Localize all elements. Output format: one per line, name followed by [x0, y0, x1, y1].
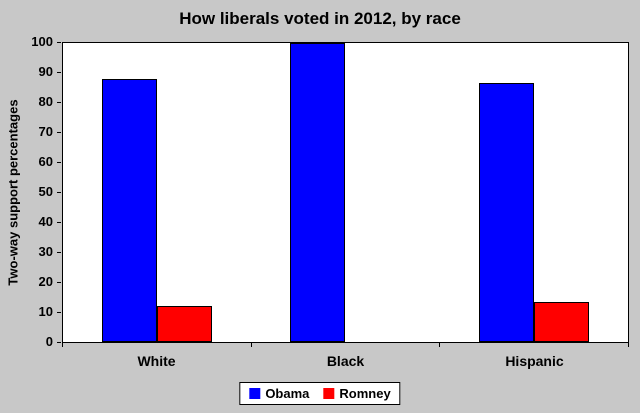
- y-tick-label: 50: [38, 184, 53, 199]
- y-tick-label: 0: [45, 334, 53, 349]
- y-tick-label: 10: [38, 304, 53, 319]
- y-tick-mark: [57, 222, 61, 223]
- x-tick-mark: [251, 343, 252, 347]
- bar-romney-white: [157, 306, 213, 342]
- legend-swatch-obama: [249, 388, 261, 399]
- x-label-hispanic: Hispanic: [505, 353, 564, 369]
- bar-obama-black: [290, 43, 346, 342]
- x-tick-mark: [628, 343, 629, 347]
- bar-group-black: [251, 43, 439, 342]
- y-tick-mark: [57, 162, 61, 163]
- x-label-black: Black: [326, 353, 365, 369]
- y-tick-mark: [57, 252, 61, 253]
- y-tick-label: 20: [38, 274, 53, 289]
- bar-group-hispanic: [440, 43, 628, 342]
- x-tick-mark: [439, 343, 440, 347]
- y-tick-mark: [57, 42, 61, 43]
- x-tick-mark: [62, 343, 63, 347]
- y-tick-label: 30: [38, 244, 53, 259]
- bar-group-white: [63, 43, 251, 342]
- plot-area: [62, 42, 629, 343]
- legend-item-obama: Obama: [249, 386, 309, 401]
- y-tick-mark: [57, 72, 61, 73]
- bar-romney-hispanic: [533, 301, 589, 342]
- y-tick-mark: [57, 132, 61, 133]
- y-tick-label: 90: [38, 64, 53, 79]
- legend-item-romney: Romney: [323, 386, 391, 401]
- legend-label-romney: Romney: [339, 386, 391, 401]
- legend-swatch-romney: [323, 388, 335, 399]
- x-label-white: White: [137, 353, 176, 369]
- legend: Obama Romney: [239, 382, 401, 405]
- y-tick-mark: [57, 312, 61, 313]
- legend-label-obama: Obama: [265, 386, 310, 401]
- y-tick-label: 100: [31, 34, 53, 49]
- y-tick-label: 60: [38, 154, 53, 169]
- y-tick-mark: [57, 342, 61, 343]
- y-tick-mark: [57, 282, 61, 283]
- chart-title: How liberals voted in 2012, by race: [179, 9, 461, 28]
- y-tick-label: 70: [38, 124, 53, 139]
- y-tick-mark: [57, 102, 61, 103]
- bar-obama-white: [102, 78, 158, 342]
- y-tick-label: 80: [38, 94, 53, 109]
- bar-obama-hispanic: [478, 83, 534, 342]
- y-tick-label: 40: [38, 214, 53, 229]
- x-axis-labels: White Black Hispanic: [62, 353, 629, 369]
- y-tick-mark: [57, 192, 61, 193]
